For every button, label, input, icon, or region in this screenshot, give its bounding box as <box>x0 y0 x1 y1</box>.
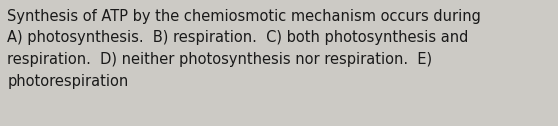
Text: Synthesis of ATP by the chemiosmotic mechanism occurs during
A) photosynthesis. : Synthesis of ATP by the chemiosmotic mec… <box>7 9 481 89</box>
